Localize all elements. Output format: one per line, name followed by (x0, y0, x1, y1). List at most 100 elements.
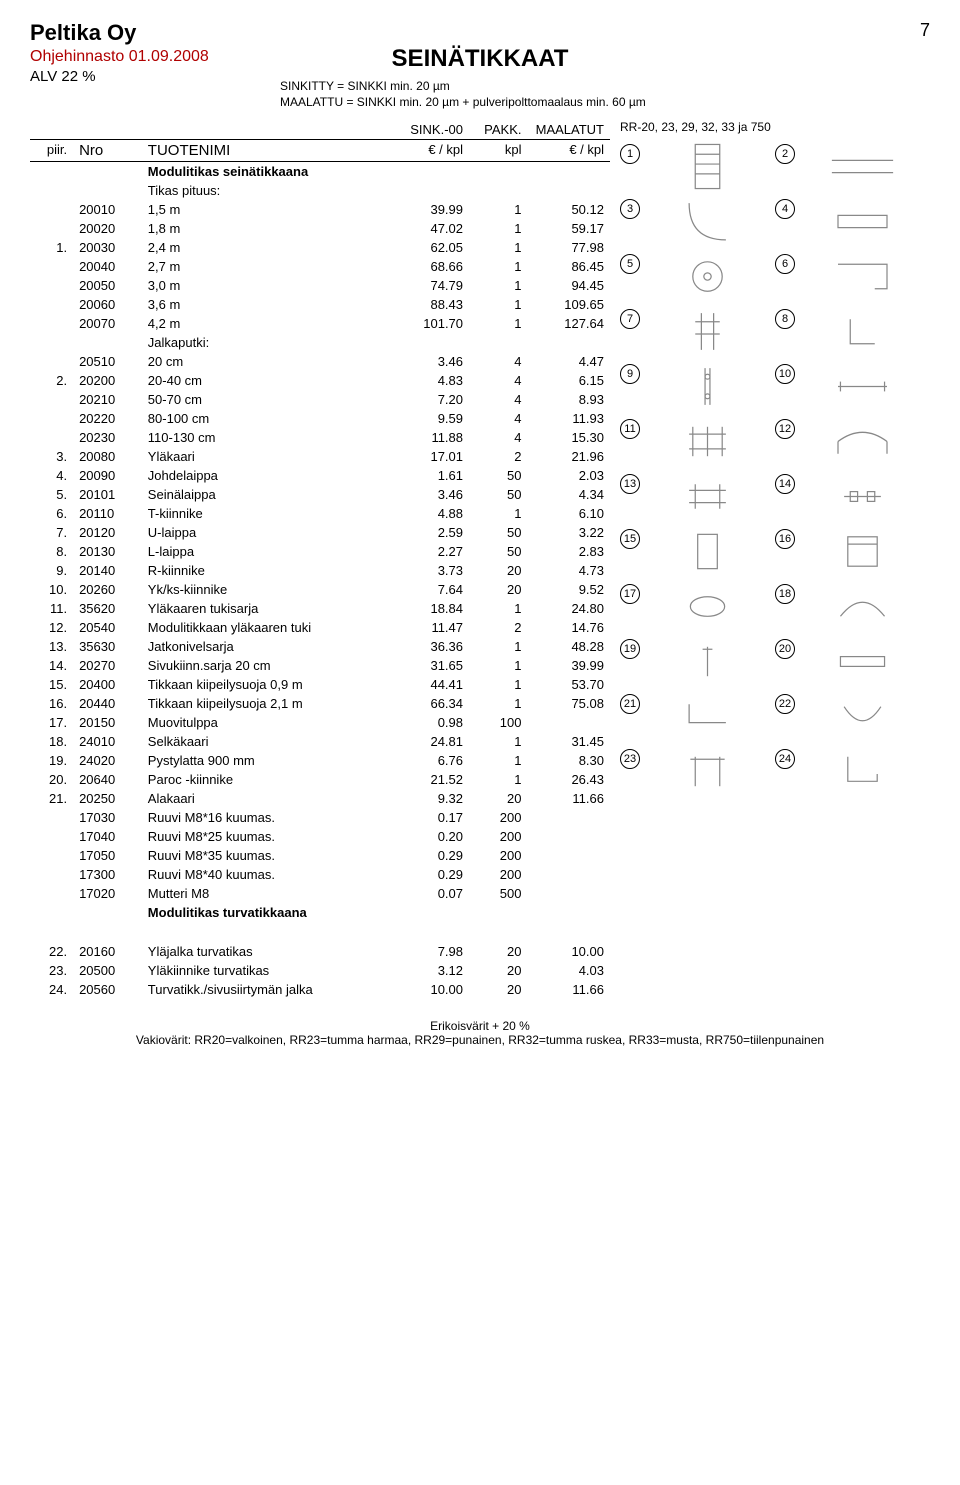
table-row: 17030Ruuvi M8*16 kuumas.0.17200 (30, 808, 610, 827)
thumbnail-17: 17 (620, 580, 775, 635)
table-row: 21.20250Alakaari9.322011.66 (30, 789, 610, 808)
thumbnail-3: 3 (620, 195, 775, 250)
table-row: 17300Ruuvi M8*40 kuumas.0.29200 (30, 865, 610, 884)
part-sketch-icon (799, 747, 926, 796)
hdr-maal-unit: € / kpl (527, 140, 610, 162)
table-row: 3.20080Yläkaari17.01221.96 (30, 447, 610, 466)
thumbnail-7: 7 (620, 305, 775, 360)
table-row: 23.20500Yläkiinnike turvatikas3.12204.03 (30, 961, 610, 980)
note-2: MAALATTU = SINKKI min. 20 µm + pulveripo… (280, 95, 930, 111)
thumbnail-label: 4 (775, 199, 795, 219)
table-row: 24.20560Turvatikk./sivusiirtymän jalka10… (30, 980, 610, 999)
thumbnail-label: 2 (775, 144, 795, 164)
thumbnail-24: 24 (775, 745, 930, 800)
part-sketch-icon (799, 637, 926, 686)
part-sketch-icon (799, 307, 926, 356)
table-row: 17040Ruuvi M8*25 kuumas.0.20200 (30, 827, 610, 846)
page-number: 7 (920, 20, 930, 41)
thumbnail-label: 12 (775, 419, 795, 439)
thumbnail-13: 13 (620, 470, 775, 525)
thumbnail-16: 16 (775, 525, 930, 580)
table-row: 12.20540Modulitikkaan yläkaaren tuki11.4… (30, 618, 610, 637)
thumbnail-label: 1 (620, 144, 640, 164)
part-sketch-icon (799, 417, 926, 466)
thumbnail-label: 16 (775, 529, 795, 549)
thumbnail-1: 1 (620, 140, 775, 195)
thumbnail-5: 5 (620, 250, 775, 305)
table-row: 200101,5 m39.99150.12 (30, 200, 610, 219)
thumbnail-15: 15 (620, 525, 775, 580)
thumbnail-label: 6 (775, 254, 795, 274)
thumbnail-9: 9 (620, 360, 775, 415)
thumbnail-14: 14 (775, 470, 930, 525)
hdr-sink: SINK.-00 (400, 120, 469, 140)
alv-line: ALV 22 % (30, 68, 209, 85)
part-sketch-icon (644, 362, 771, 411)
thumbnail-label: 23 (620, 749, 640, 769)
part-sketch-icon (644, 472, 771, 521)
thumbnail-label: 3 (620, 199, 640, 219)
thumbnail-11: 11 (620, 415, 775, 470)
thumbnail-label: 24 (775, 749, 795, 769)
table-row: 2021050-70 cm7.2048.93 (30, 390, 610, 409)
part-sketch-icon (644, 747, 771, 796)
hdr-maal: MAALATUT (527, 120, 610, 140)
thumbnail-label: 14 (775, 474, 795, 494)
footer-2: Vakiovärit: RR20=valkoinen, RR23=tumma h… (30, 1033, 930, 1047)
table-row: 11.35620Yläkaaren tukisarja18.84124.80 (30, 599, 610, 618)
table-row: 200704,2 m101.701127.64 (30, 314, 610, 333)
table-row: 4.20090Johdelaippa1.61502.03 (30, 466, 610, 485)
table-row: 20.20640Paroc -kiinnike21.52126.43 (30, 770, 610, 789)
thumbnail-23: 23 (620, 745, 775, 800)
thumbnail-label: 11 (620, 419, 640, 439)
thumbnail-label: 5 (620, 254, 640, 274)
table-row: 19.24020Pystylatta 900 mm6.7618.30 (30, 751, 610, 770)
thumbnail-label: 15 (620, 529, 640, 549)
table-row: 14.20270Sivukiinn.sarja 20 cm31.65139.99 (30, 656, 610, 675)
hdr-pakk: PAKK. (469, 120, 527, 140)
rr-text: RR-20, 23, 29, 32, 33 ja 750 (620, 120, 930, 134)
sub-jalka: Jalkaputki: (142, 333, 401, 352)
thumbnail-8: 8 (775, 305, 930, 360)
table-row: 2022080-100 cm9.59411.93 (30, 409, 610, 428)
part-sketch-icon (644, 197, 771, 246)
part-sketch-icon (644, 307, 771, 356)
note-1: SINKITTY = SINKKI min. 20 µm (280, 79, 930, 95)
part-sketch-icon (799, 142, 926, 191)
table-row: 13.35630Jatkonivelsarja36.36148.28 (30, 637, 610, 656)
table-row: 8.20130L-laippa2.27502.83 (30, 542, 610, 561)
part-sketch-icon (644, 582, 771, 631)
table-row: 2.2020020-40 cm4.8346.15 (30, 371, 610, 390)
table-row: 17020Mutteri M80.07500 (30, 884, 610, 903)
hdr-tuote: TUOTENIMI (142, 140, 401, 162)
hdr-pakk-unit: kpl (469, 140, 527, 162)
thumbnail-18: 18 (775, 580, 930, 635)
pricebook-line: Ohjehinnasto 01.09.2008 (30, 48, 209, 66)
sub-tikas: Tikas pituus: (142, 181, 401, 200)
thumbnail-label: 18 (775, 584, 795, 604)
table-row: 2051020 cm3.4644.47 (30, 352, 610, 371)
thumbnail-label: 17 (620, 584, 640, 604)
thumbnail-label: 20 (775, 639, 795, 659)
thumbnail-12: 12 (775, 415, 930, 470)
thumbnail-22: 22 (775, 690, 930, 745)
table-row: 22.20160Yläjalka turvatikas7.982010.00 (30, 942, 610, 961)
table-row: 200503,0 m74.79194.45 (30, 276, 610, 295)
table-row: 9.20140R-kiinnike3.73204.73 (30, 561, 610, 580)
thumbnail-10: 10 (775, 360, 930, 415)
hdr-nro: Nro (73, 140, 142, 162)
thumbnail-2: 2 (775, 140, 930, 195)
table-row: 16.20440Tikkaan kiipeilysuoja 2,1 m66.34… (30, 694, 610, 713)
part-sketch-icon (799, 527, 926, 576)
thumbnail-label: 8 (775, 309, 795, 329)
thumbnail-label: 9 (620, 364, 640, 384)
thumbnail-label: 7 (620, 309, 640, 329)
table-row: 18.24010Selkäkaari24.81131.45 (30, 732, 610, 751)
thumbnail-grid: 123456789101112131415161718192021222324 (620, 140, 930, 800)
table-row: 6.20110T-kiinnike4.8816.10 (30, 504, 610, 523)
part-sketch-icon (799, 197, 926, 246)
thumbnail-21: 21 (620, 690, 775, 745)
table-row: 17.20150Muovitulppa0.98100 (30, 713, 610, 732)
table-row: 10.20260Yk/ks-kiinnike7.64209.52 (30, 580, 610, 599)
part-sketch-icon (644, 692, 771, 741)
